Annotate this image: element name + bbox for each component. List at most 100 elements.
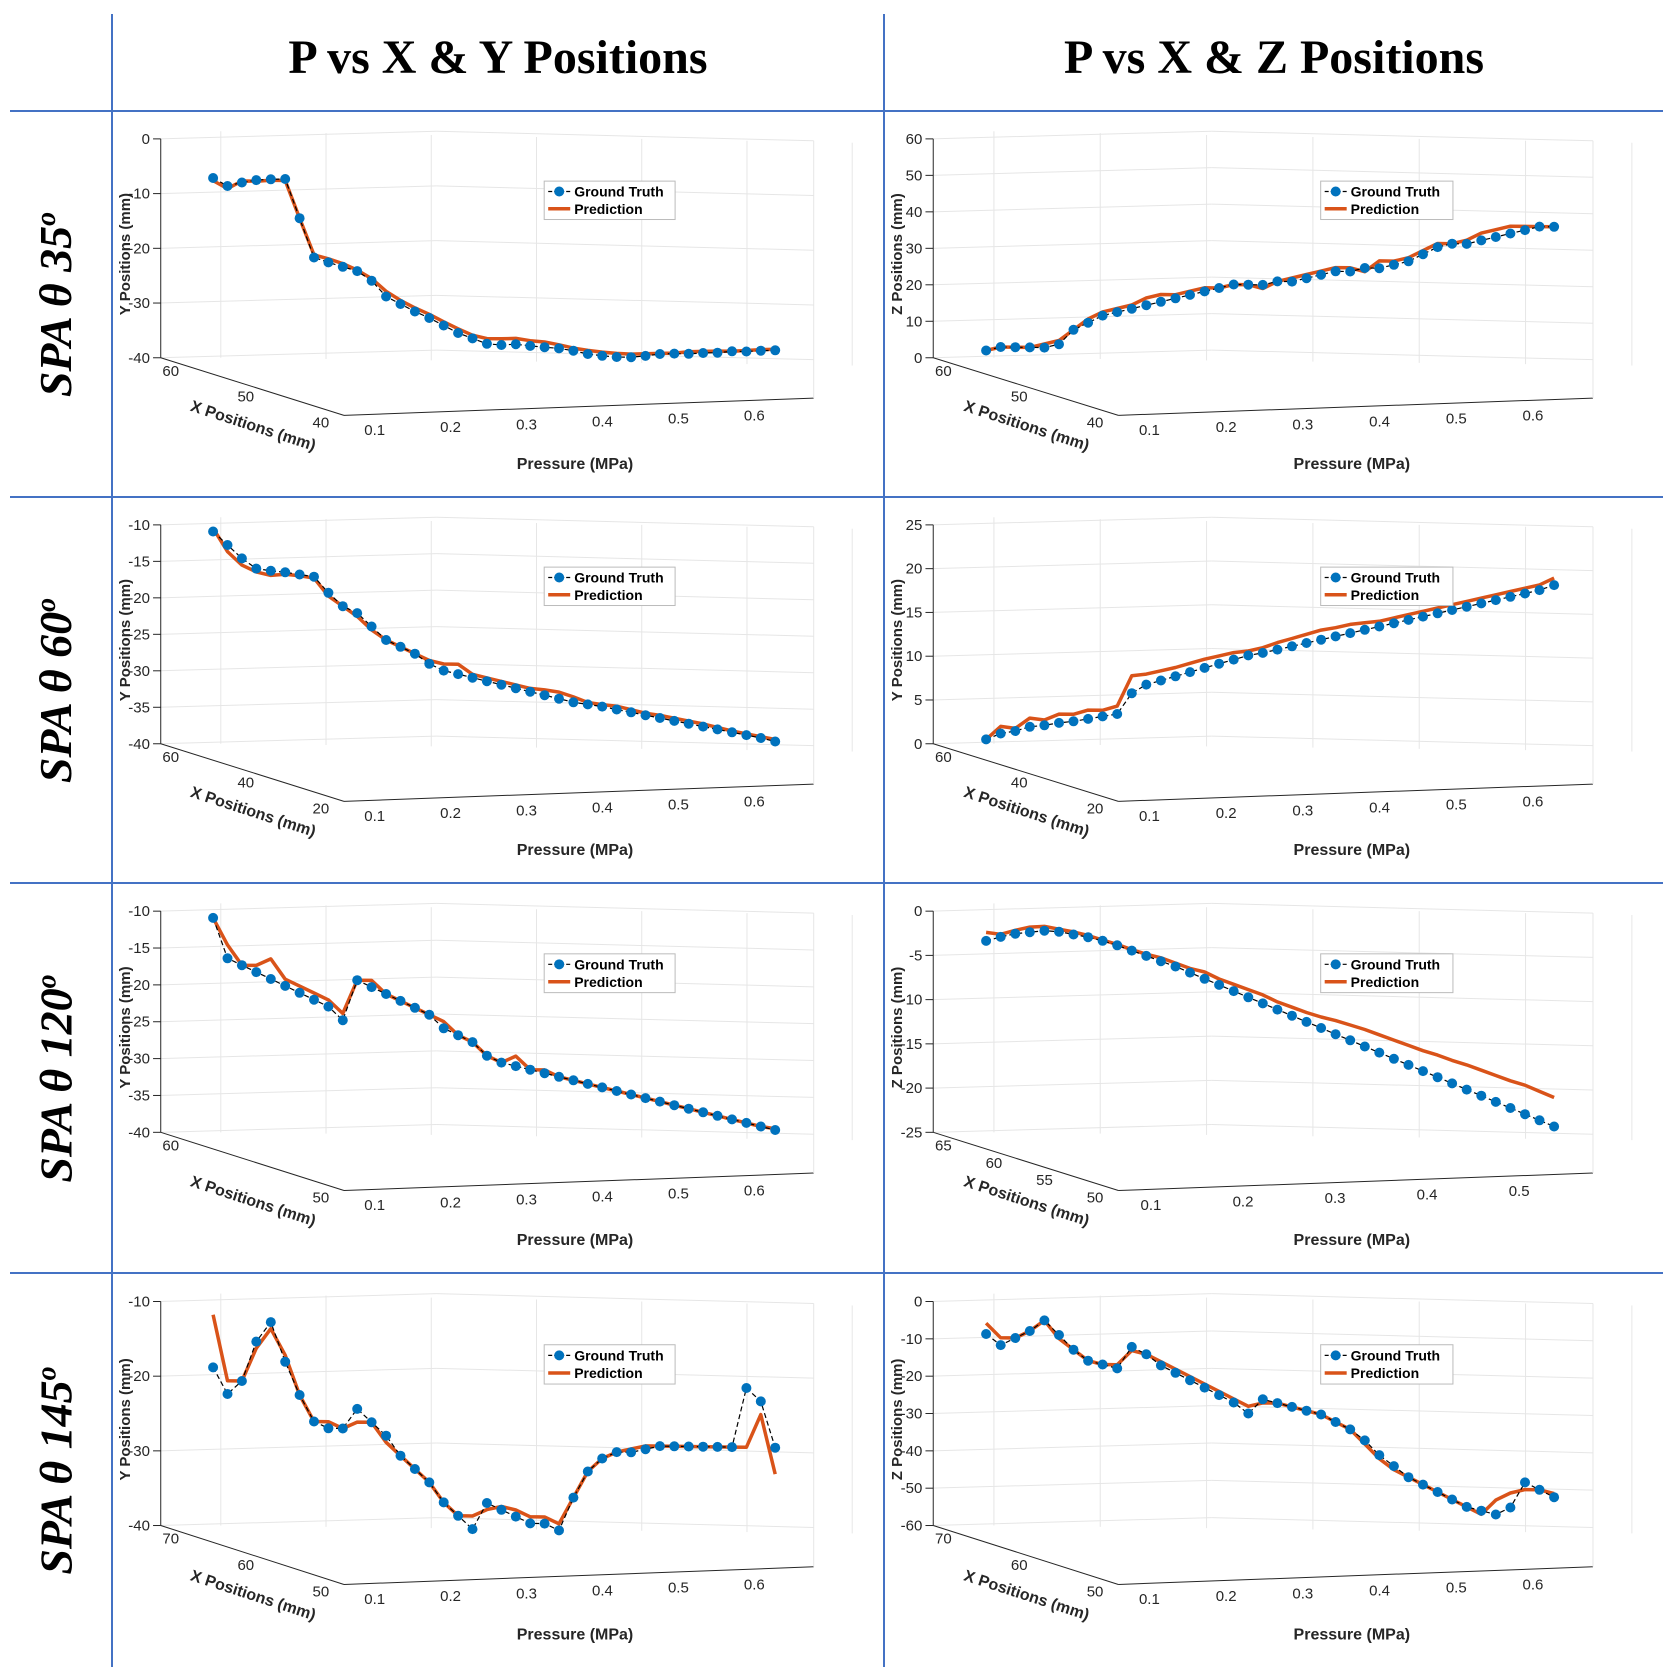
ground-truth-point — [510, 1511, 521, 1522]
x-tick-label: 0.3 — [1292, 1585, 1313, 1602]
x-tick-label: 0.2 — [440, 1194, 461, 1211]
grid-line-horizontal-left — [159, 240, 437, 249]
row-label-60-text: SPA θ 60o — [30, 597, 82, 783]
ground-truth-point — [1083, 317, 1094, 328]
ground-truth-point — [640, 710, 651, 721]
ground-truth-point — [1068, 929, 1079, 940]
ground-truth-point — [294, 1390, 305, 1400]
ground-truth-point — [669, 715, 680, 726]
ground-truth-point — [727, 1442, 737, 1453]
y-tick-label: 40 — [313, 415, 330, 432]
ground-truth-point — [1287, 641, 1297, 652]
ground-truth-point — [554, 693, 564, 704]
ground-truth-point — [1214, 283, 1225, 293]
z-tick-label: -20 — [128, 1368, 150, 1385]
z-tick-label: -35 — [128, 1087, 150, 1104]
ground-truth-point — [366, 621, 377, 632]
ground-truth-point — [1228, 986, 1239, 997]
x-tick-label: 0.4 — [1369, 799, 1390, 816]
ground-truth-point — [236, 960, 247, 971]
ground-truth-point — [1287, 1010, 1297, 1021]
ground-truth-point — [611, 352, 622, 362]
z-tick-label: 0 — [142, 131, 150, 148]
ground-truth-point — [1403, 1472, 1414, 1483]
grid-line-horizontal-left — [931, 203, 1212, 213]
ground-truth-point — [568, 1492, 579, 1503]
ground-truth-point — [669, 1441, 680, 1452]
ground-truth-point — [1418, 1479, 1428, 1490]
ground-truth-point — [1418, 611, 1428, 622]
z-tick-label: -30 — [128, 1443, 150, 1460]
grid-line-horizontal-right — [1211, 1035, 1593, 1047]
grid-line-horizontal-right — [436, 1517, 814, 1528]
ground-truth-point — [626, 1089, 637, 1100]
grid-line-horizontal-right — [436, 939, 814, 951]
grid-line-horizontal-left — [931, 276, 1212, 286]
x-tick-label: 0.5 — [1509, 1183, 1530, 1200]
grid-line-horizontal-left — [931, 167, 1212, 176]
column-header-xy: P vs X & Y Positions — [288, 31, 708, 84]
ground-truth-point — [294, 987, 305, 998]
ground-truth-point — [611, 1086, 622, 1096]
ground-truth-point — [1461, 601, 1472, 612]
grid-line-horizontal-left — [931, 1293, 1212, 1303]
grid-line-horizontal-left — [931, 1517, 1212, 1527]
ground-truth-point — [741, 1383, 752, 1393]
z-tick-label: -40 — [128, 350, 150, 367]
y-tick-label: 40 — [237, 775, 254, 792]
ground-truth-point — [1447, 1078, 1458, 1089]
x-tick-label: 0.6 — [744, 1183, 765, 1200]
legend-ground-truth-label: Ground Truth — [574, 569, 663, 585]
x-tick-label: 0.2 — [440, 805, 461, 822]
x-tick-label: 0.6 — [1523, 794, 1544, 811]
ground-truth-point — [1243, 1408, 1254, 1419]
ground-truth-point — [1024, 721, 1035, 732]
ground-truth-point — [1068, 324, 1079, 335]
y-tick-label: 60 — [1011, 1557, 1028, 1574]
column-header-xz: P vs X & Z Positions — [1063, 31, 1485, 84]
z-tick-label: 15 — [906, 604, 923, 621]
ground-truth-point — [995, 728, 1006, 739]
ground-truth-point — [654, 1096, 665, 1107]
ground-truth-point — [352, 266, 363, 277]
y-axis-label: X Positions (mm) — [188, 1568, 318, 1625]
ground-truth-point — [1301, 273, 1312, 284]
prediction-series-line — [211, 917, 776, 1131]
ground-truth-point — [1010, 928, 1021, 939]
y-tick-label: 40 — [1087, 415, 1104, 432]
ground-truth-point — [1345, 1424, 1356, 1435]
grid-line-horizontal-right — [436, 902, 814, 914]
grid-line-horizontal-left — [159, 1013, 437, 1023]
y-axis-line — [933, 1131, 1119, 1191]
y-axis-line — [933, 743, 1119, 802]
grid-line-horizontal-left — [159, 626, 437, 635]
ground-truth-point — [1534, 585, 1545, 596]
z-tick-label: -30 — [128, 295, 150, 312]
ground-truth-point — [424, 313, 435, 323]
ground-truth-point — [568, 345, 579, 356]
grid-line-horizontal-left — [931, 1124, 1212, 1133]
ground-truth-point — [568, 1075, 579, 1086]
x-axis-line — [1118, 397, 1593, 416]
ground-truth-point — [1374, 1450, 1385, 1461]
x-tick-label: 0.4 — [592, 799, 613, 816]
chart-r1c2: 60 50 40 30 20 10 0 0.1 0.2 0.3 0.4 0.5 0.6 60 50 40 Pre… — [889, 130, 1633, 473]
y-tick-label: 55 — [1036, 1172, 1053, 1189]
x-axis-line — [343, 1172, 814, 1192]
z-tick-label: -40 — [128, 736, 150, 753]
ground-truth-point — [208, 173, 219, 183]
ground-truth-point — [1024, 1326, 1035, 1336]
ground-truth-point — [1272, 644, 1283, 655]
ground-truth-point — [381, 291, 392, 302]
ground-truth-point — [611, 1447, 622, 1458]
ground-truth-point — [683, 1441, 694, 1452]
z-axis-label: Z Positions (mm) — [889, 193, 906, 315]
ground-truth-point — [453, 1030, 464, 1041]
legend-ground-truth-marker — [554, 572, 565, 583]
ground-truth-point — [539, 1068, 550, 1079]
ground-truth-point — [1243, 650, 1254, 661]
ground-truth-point — [1228, 279, 1239, 290]
ground-truth-point — [1272, 1004, 1283, 1015]
grid-line-horizontal-left — [931, 516, 1212, 526]
x-tick-label: 0.1 — [1139, 422, 1160, 439]
